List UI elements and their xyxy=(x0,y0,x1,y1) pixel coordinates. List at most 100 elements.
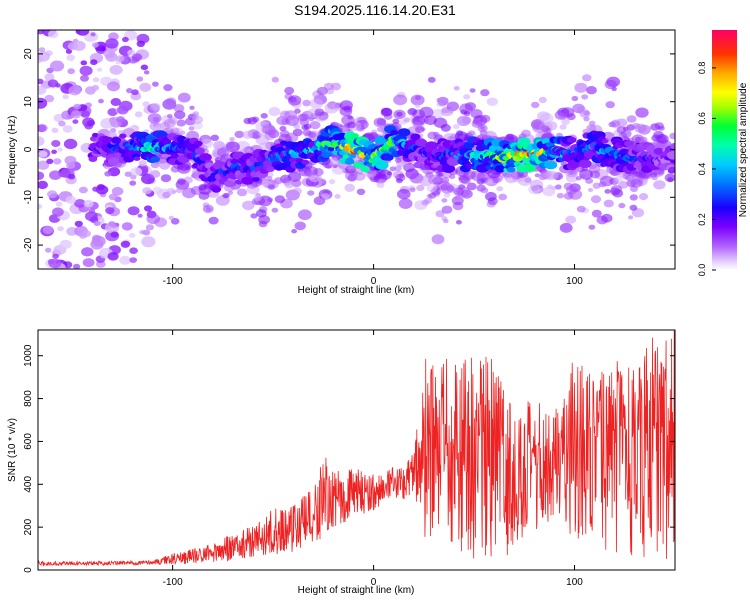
heatmap-cell xyxy=(424,115,437,126)
heatmap-cell xyxy=(192,111,199,116)
heatmap-cell xyxy=(144,205,152,212)
heatmap-cell xyxy=(653,180,666,190)
heatmap-cell xyxy=(80,110,91,118)
heatmap-cell xyxy=(163,84,173,92)
heatmap-cell xyxy=(292,187,302,195)
heatmap-cell xyxy=(73,103,81,110)
heatmap-cell xyxy=(129,247,138,254)
heatmap-cell xyxy=(309,121,321,130)
heatmap-cell xyxy=(480,89,490,97)
heatmap-cell xyxy=(38,47,46,53)
heatmap-cell xyxy=(307,190,315,196)
heatmap-cell xyxy=(441,216,448,221)
heatmap-cell xyxy=(85,211,98,222)
heatmap-cell xyxy=(110,98,122,106)
y-tick-label: -20 xyxy=(23,237,34,252)
heatmap-cell xyxy=(159,161,171,170)
heatmap-cell xyxy=(334,194,341,199)
heatmap-cell xyxy=(83,199,94,208)
heatmap-cell xyxy=(621,129,632,138)
heatmap-cell xyxy=(258,131,264,137)
heatmap-cell xyxy=(67,173,76,180)
heatmap-cell xyxy=(38,180,48,190)
colorbar: 0.0 0.2 0.4 0.6 0.8 Normalized spectral ampl… xyxy=(697,30,749,276)
heatmap-cell xyxy=(142,229,151,236)
heatmap-cell xyxy=(67,42,78,51)
heatmap-cell xyxy=(666,151,675,160)
heatmap-cell xyxy=(51,149,57,154)
heatmap-cell xyxy=(485,178,494,185)
heatmap-cell xyxy=(667,177,674,183)
heatmap-cell xyxy=(191,115,203,124)
heatmap-cell xyxy=(111,223,117,229)
heatmap-cell xyxy=(42,225,54,235)
y-tick-label: 0 xyxy=(23,567,34,573)
heatmap-cell xyxy=(534,173,540,178)
heatmap-cell xyxy=(242,130,254,139)
heatmap-cell xyxy=(394,165,402,172)
heatmap-cell xyxy=(416,184,425,192)
heatmap-cell xyxy=(640,136,648,143)
spectrogram-x-label: Height of straight line (km) xyxy=(298,285,415,296)
heatmap-cell xyxy=(544,160,558,170)
heatmap-cell xyxy=(86,120,95,127)
heatmap-cell xyxy=(403,117,411,123)
heatmap-cell xyxy=(588,224,596,230)
heatmap-cell xyxy=(74,199,86,208)
heatmap-cell xyxy=(517,175,532,187)
heatmap-cell xyxy=(80,74,89,82)
heatmap-cell xyxy=(68,85,82,96)
heatmap-cell xyxy=(287,95,302,106)
heatmap-cell xyxy=(82,258,95,268)
heatmap-cell xyxy=(150,156,160,163)
heatmap-cell xyxy=(467,130,476,136)
heatmap-cell xyxy=(463,170,476,180)
heatmap-cell xyxy=(120,240,131,248)
heatmap-cell xyxy=(67,68,75,75)
heatmap-cell xyxy=(176,119,186,127)
spectrogram-x-ticks: -100 0 100 xyxy=(163,30,583,287)
heatmap-cell xyxy=(428,174,441,185)
heatmap-cell xyxy=(145,224,154,231)
heatmap-cell xyxy=(150,102,161,111)
heatmap-cell xyxy=(454,195,461,201)
heatmap-cell xyxy=(141,236,156,248)
heatmap-cell xyxy=(634,123,647,133)
heatmap-cell xyxy=(498,193,508,201)
heatmap-cell xyxy=(152,81,159,87)
heatmap-cell xyxy=(375,160,389,170)
heatmap-cell xyxy=(199,138,213,149)
heatmap-cell xyxy=(166,187,176,195)
heatmap-cell xyxy=(435,210,445,218)
heatmap-cell xyxy=(284,180,295,189)
heatmap-cell xyxy=(466,182,477,191)
heatmap-cell xyxy=(317,179,325,184)
heatmap-cell xyxy=(376,181,385,188)
heatmap-cell xyxy=(109,128,117,133)
y-tick-label: 600 xyxy=(23,433,34,450)
heatmap-cell xyxy=(268,106,281,117)
heatmap-cell xyxy=(51,127,59,133)
heatmap-cell xyxy=(194,147,205,155)
heatmap-cell xyxy=(177,178,186,185)
heatmap-cell xyxy=(309,98,324,109)
heatmap-cell xyxy=(561,118,570,125)
heatmap-cell xyxy=(150,170,161,178)
heatmap-cell xyxy=(188,126,195,131)
heatmap-cell xyxy=(581,94,589,100)
heatmap-cell xyxy=(410,133,421,141)
heatmap-cell xyxy=(93,220,101,227)
heatmap-cell xyxy=(414,95,421,101)
heatmap-cell xyxy=(398,128,411,137)
heatmap-cell xyxy=(428,133,435,139)
heatmap-cell xyxy=(591,209,602,218)
heatmap-cell xyxy=(528,184,541,195)
heatmap-cell xyxy=(588,120,596,126)
heatmap-cell xyxy=(107,251,119,261)
heatmap-cell xyxy=(170,165,180,173)
heatmap-cell xyxy=(62,94,69,100)
heatmap-cell xyxy=(139,82,152,92)
heatmap-cell xyxy=(152,186,163,195)
heatmap-cell xyxy=(563,192,574,200)
heatmap-cell xyxy=(440,178,447,184)
